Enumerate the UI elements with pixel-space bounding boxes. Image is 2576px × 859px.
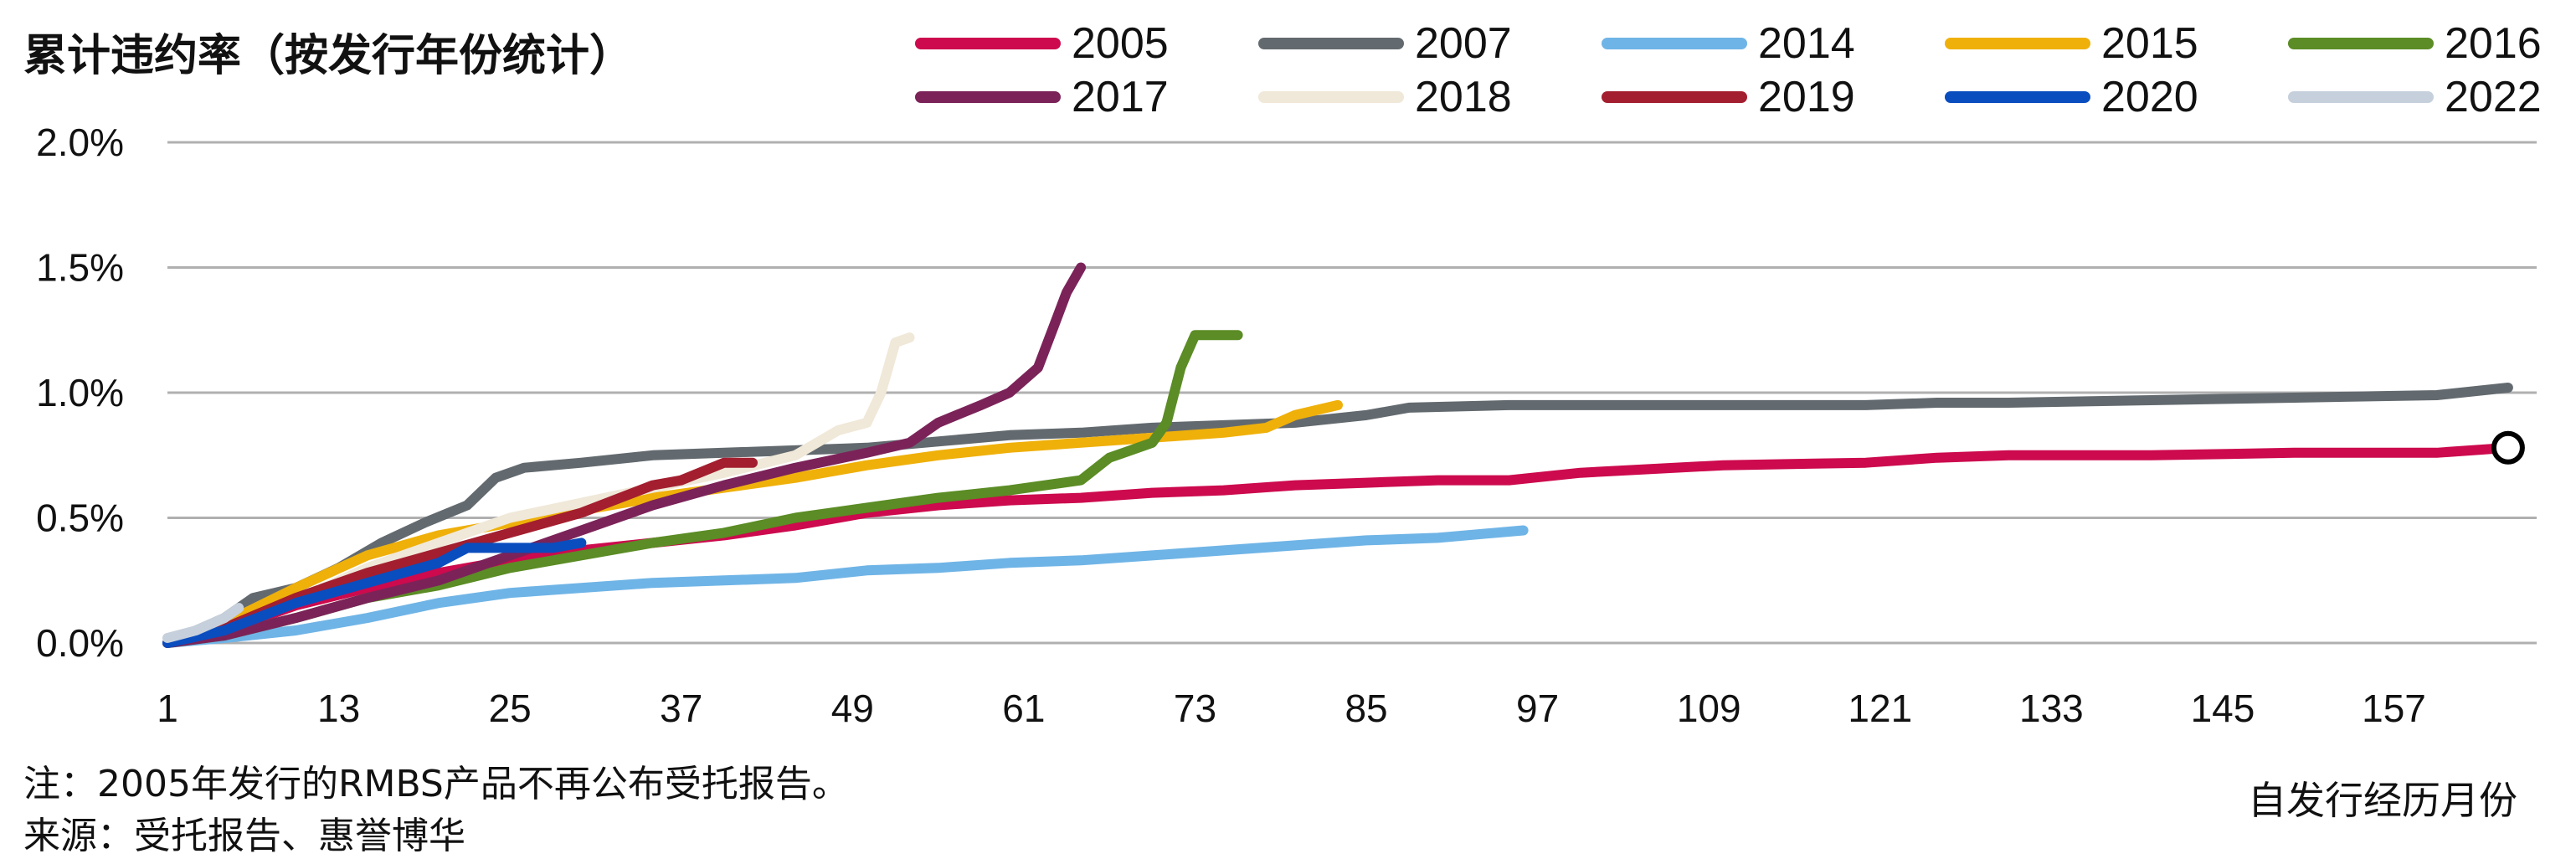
source-note: 来源：受托报告、惠誉博华: [23, 815, 465, 857]
series-line-2020: [162, 538, 587, 648]
chart-title: 累计违约率（按发行年份统计）: [23, 31, 634, 81]
x-tick-label: 157: [2362, 687, 2426, 730]
legend: 2005 2007 2014 2015 2016 2017 2018 2019 2020 2022: [915, 19, 2542, 121]
x-tick-label: 13: [317, 687, 360, 730]
x-tick-label: 121: [1848, 687, 1912, 730]
x-tick-label: 133: [2019, 687, 2084, 730]
x-tick-label: 145: [2191, 687, 2255, 730]
legend-label-2016: 2016: [2445, 19, 2542, 68]
y-tick-label: 0.5%: [36, 496, 124, 540]
y-tick-label: 0.0%: [36, 621, 124, 665]
x-tick-label: 37: [660, 687, 702, 730]
series-lines: [162, 262, 2513, 648]
y-axis-tick-labels: 0.0% 0.5% 1.0% 1.5% 2.0%: [36, 121, 124, 665]
x-tick-label: 49: [831, 687, 874, 730]
legend-label-2022: 2022: [2445, 73, 2542, 121]
legend-label-2007: 2007: [1415, 19, 1512, 68]
y-tick-label: 1.0%: [36, 371, 124, 414]
series-line-2017: [162, 262, 1087, 648]
x-tick-label: 73: [1174, 687, 1216, 730]
series-line-2015: [162, 399, 1343, 648]
legend-label-2014: 2014: [1758, 19, 1855, 68]
x-tick-label: 1: [157, 687, 178, 730]
legend-label-2018: 2018: [1415, 73, 1512, 121]
end-point-marker: [2491, 430, 2525, 465]
y-tick-label: 2.0%: [36, 121, 124, 164]
legend-label-2017: 2017: [1072, 73, 1169, 121]
series-line-2007: [162, 383, 2513, 648]
x-axis-tick-labels: 1 13 25 37 49 61 73 85 97 109 121 133 145 157: [157, 687, 2426, 730]
x-tick-label: 97: [1516, 687, 1559, 730]
y-tick-label: 1.5%: [36, 246, 124, 290]
legend-label-2019: 2019: [1758, 73, 1855, 121]
legend-label-2020: 2020: [2101, 73, 2198, 121]
x-tick-label: 109: [1677, 687, 1741, 730]
x-tick-label: 61: [1002, 687, 1045, 730]
x-axis-title: 自发行经历月份: [2248, 778, 2517, 823]
end-marker: [2491, 430, 2525, 465]
legend-label-2005: 2005: [1072, 19, 1169, 68]
footnote: 注：2005年发行的RMBS产品不再公布受托报告。: [23, 763, 849, 805]
x-tick-label: 25: [489, 687, 532, 730]
legend-label-2015: 2015: [2101, 19, 2198, 68]
series-line-2014: [162, 525, 1529, 648]
x-tick-label: 85: [1345, 687, 1387, 730]
series-line-2022: [162, 603, 244, 643]
